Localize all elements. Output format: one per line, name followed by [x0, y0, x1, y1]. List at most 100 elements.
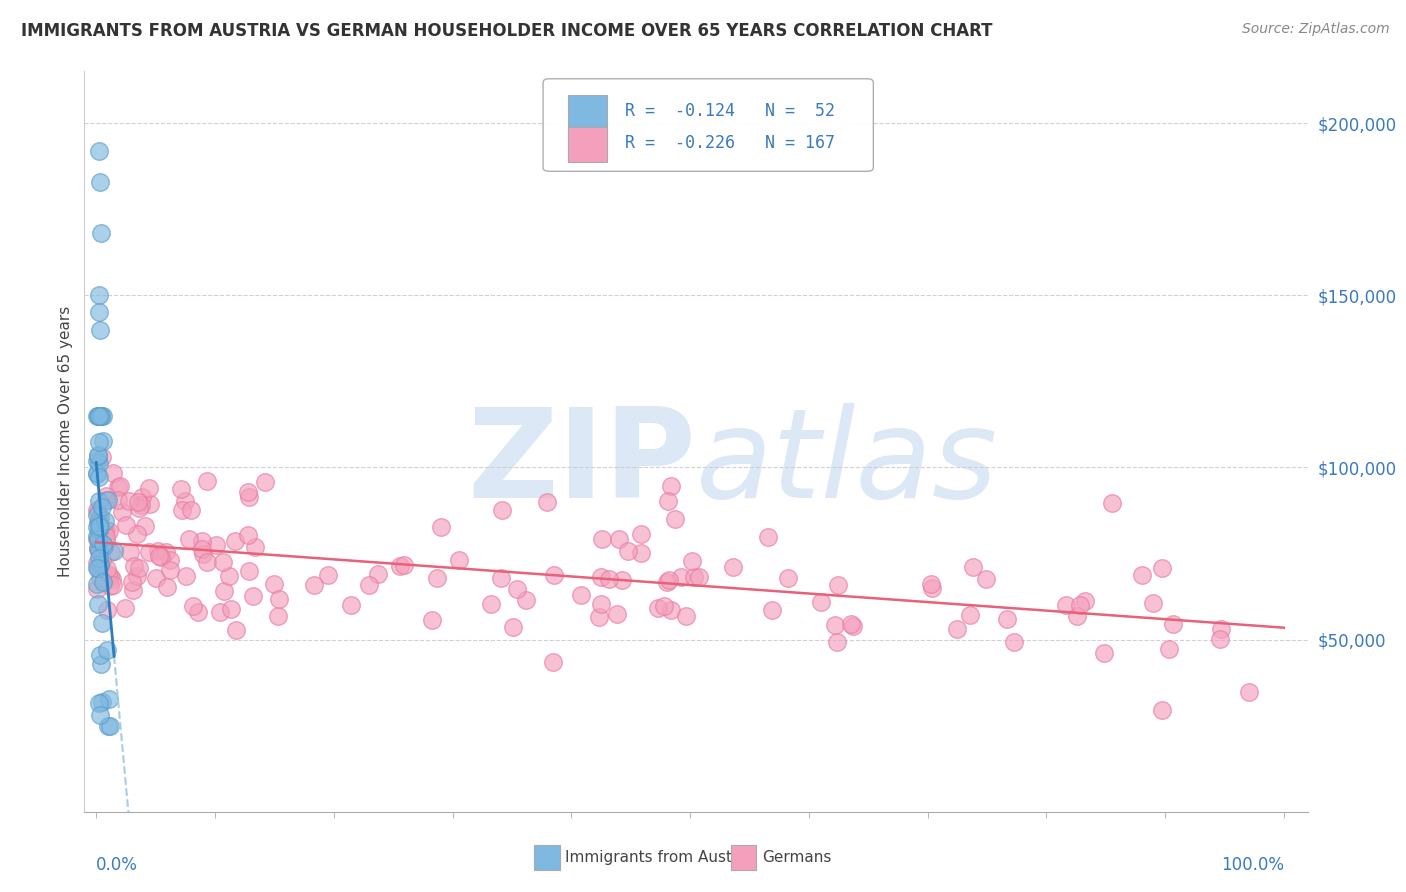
Point [197, 556, 219, 570]
Point [617, 543, 640, 558]
Point [121, 583, 143, 598]
Point [150, 549, 173, 564]
Point [87, 305, 110, 319]
Point [155, 545, 177, 559]
Point [664, 512, 686, 526]
Point [86, 577, 108, 591]
Point [1209, 632, 1232, 646]
Point [86, 582, 108, 596]
Point [238, 490, 260, 504]
Point [659, 603, 682, 617]
Point [180, 503, 202, 517]
Point [825, 634, 848, 648]
Point [94, 514, 117, 528]
FancyBboxPatch shape [568, 127, 606, 162]
Point [107, 480, 129, 494]
Point [506, 582, 529, 597]
Point [1152, 702, 1174, 716]
Point [253, 475, 276, 490]
Point [139, 497, 162, 511]
Point [659, 479, 682, 493]
Point [1161, 616, 1184, 631]
Point [91, 450, 114, 464]
Point [108, 479, 131, 493]
Point [101, 466, 124, 480]
Point [91, 434, 114, 448]
Point [118, 544, 141, 558]
Point [839, 616, 862, 631]
Point [367, 567, 389, 582]
Point [87, 550, 110, 565]
Point [103, 544, 125, 558]
Point [1054, 598, 1077, 612]
Point [124, 558, 146, 573]
Point [242, 589, 264, 603]
Text: R =  -0.226   N = 167: R = -0.226 N = 167 [626, 134, 835, 153]
Point [1066, 608, 1088, 623]
Point [107, 492, 129, 507]
Point [94, 526, 117, 541]
Point [96, 489, 118, 503]
Point [236, 528, 259, 542]
Point [148, 549, 170, 563]
Text: 0.0%: 0.0% [96, 856, 138, 874]
Point [87, 541, 110, 555]
Point [97, 692, 120, 706]
Point [183, 599, 205, 613]
Point [920, 577, 942, 591]
Point [243, 540, 266, 554]
Point [607, 532, 630, 546]
Point [128, 501, 150, 516]
Point [219, 601, 242, 615]
Point [340, 598, 363, 612]
Point [236, 485, 259, 500]
Point [90, 409, 112, 423]
Point [121, 574, 143, 589]
Point [224, 534, 246, 549]
Point [98, 579, 121, 593]
Point [962, 560, 984, 574]
Point [90, 657, 112, 672]
Point [589, 597, 612, 611]
FancyBboxPatch shape [543, 78, 873, 171]
Point [681, 554, 703, 568]
Point [101, 572, 124, 586]
Point [1002, 635, 1025, 649]
Point [114, 601, 136, 615]
Point [959, 607, 981, 622]
Point [110, 505, 132, 519]
Text: Germans: Germans [762, 850, 831, 864]
Point [87, 409, 110, 423]
Text: R =  -0.124   N =  52: R = -0.124 N = 52 [626, 102, 835, 120]
Point [87, 542, 110, 557]
Point [86, 467, 108, 481]
Point [86, 504, 108, 518]
Point [359, 577, 381, 591]
Point [263, 576, 285, 591]
Point [195, 474, 218, 488]
Point [87, 435, 110, 450]
Point [682, 570, 704, 584]
Point [588, 610, 610, 624]
Point [89, 520, 111, 534]
Point [138, 481, 160, 495]
Point [654, 599, 676, 614]
Point [89, 323, 111, 337]
Point [225, 624, 247, 638]
Point [127, 495, 149, 509]
Point [591, 570, 613, 584]
Point [96, 533, 118, 548]
Point [90, 226, 112, 240]
Point [591, 532, 613, 546]
Point [86, 502, 108, 516]
Point [87, 494, 110, 508]
Point [761, 602, 783, 616]
Point [129, 498, 152, 512]
Point [86, 409, 108, 423]
FancyBboxPatch shape [568, 95, 606, 130]
Point [159, 553, 181, 567]
Point [449, 553, 471, 567]
Point [430, 520, 453, 534]
Point [211, 555, 233, 569]
Point [1074, 593, 1097, 607]
